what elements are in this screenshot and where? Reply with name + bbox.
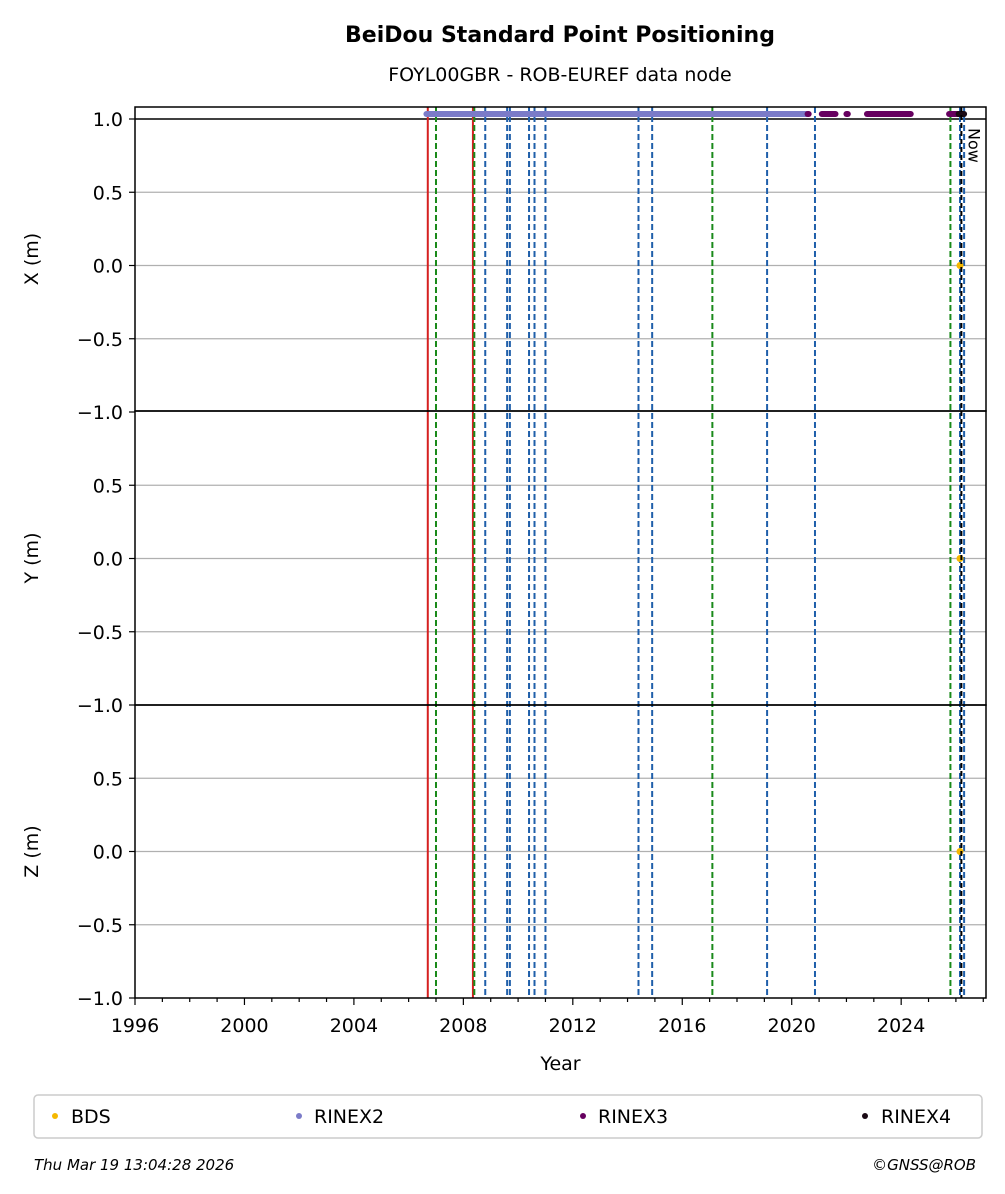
x-tick-label: 2008 xyxy=(439,1015,487,1037)
legend: BDS RINEX2 RINEX3 RINEX4 xyxy=(33,1094,983,1139)
chart-subtitle: FOYL00GBR - ROB-EUREF data node xyxy=(388,64,732,86)
legend-label-rinex3: RINEX3 xyxy=(598,1106,668,1128)
data-point-bds xyxy=(956,848,964,855)
y-tick-label: 0.5 xyxy=(93,768,123,790)
x-tick-label: 1996 xyxy=(111,1015,159,1037)
y-tick-label: −0.5 xyxy=(77,329,123,351)
y-tick-label: −0.5 xyxy=(77,915,123,937)
x-tick-label: 2004 xyxy=(330,1015,378,1037)
y-axis-label: X (m) xyxy=(21,233,43,285)
data-point-bds xyxy=(956,555,964,562)
legend-marker-rinex2 xyxy=(296,1113,302,1119)
legend-marker-rinex3 xyxy=(580,1113,586,1119)
legend-label-rinex4: RINEX4 xyxy=(881,1106,951,1128)
x-tick-label: 2020 xyxy=(768,1015,816,1037)
y-tick-label: 1.0 xyxy=(93,109,123,131)
chart-title: BeiDou Standard Point Positioning xyxy=(345,23,775,48)
data-point-bds xyxy=(956,262,964,269)
legend-label-bds: BDS xyxy=(71,1106,111,1128)
legend-label-rinex2: RINEX2 xyxy=(314,1106,384,1128)
y-tick-label: 0.0 xyxy=(93,256,123,278)
x-tick-label: 2000 xyxy=(220,1015,268,1037)
plot-area: 1.0 0.5 0.0 −0.5 −1.0 X (m) 0.5 0.0 −0.5 −1.0 Y (m… xyxy=(21,106,987,1075)
y-tick-label: −1.0 xyxy=(77,695,123,717)
x-axis-label: Year xyxy=(539,1053,580,1075)
panel-frame xyxy=(134,704,987,999)
x-tick-label: 2012 xyxy=(549,1015,597,1037)
footer-timestamp: Thu Mar 19 13:04:28 2026 xyxy=(34,1156,234,1174)
legend-marker-rinex4 xyxy=(862,1113,868,1119)
footer-credit: ©GNSS@ROB xyxy=(872,1156,976,1174)
y-axis-label: Z (m) xyxy=(21,825,43,877)
panel-frame xyxy=(134,106,987,412)
x-tick-label: 2016 xyxy=(658,1015,706,1037)
y-tick-label: 0.5 xyxy=(93,182,123,204)
y-tick-label: 0.0 xyxy=(93,549,123,571)
y-tick-label: −0.5 xyxy=(77,622,123,644)
legend-frame xyxy=(33,1094,983,1139)
now-label: Now xyxy=(964,128,983,163)
y-tick-label: 0.5 xyxy=(93,475,123,497)
y-axis-label: Y (m) xyxy=(21,533,43,585)
x-tick-label: 2024 xyxy=(877,1015,925,1037)
legend-marker-bds xyxy=(52,1113,58,1119)
y-tick-label: −1.0 xyxy=(77,402,123,424)
y-tick-label: −1.0 xyxy=(77,988,123,1010)
y-tick-label: 0.0 xyxy=(93,842,123,864)
